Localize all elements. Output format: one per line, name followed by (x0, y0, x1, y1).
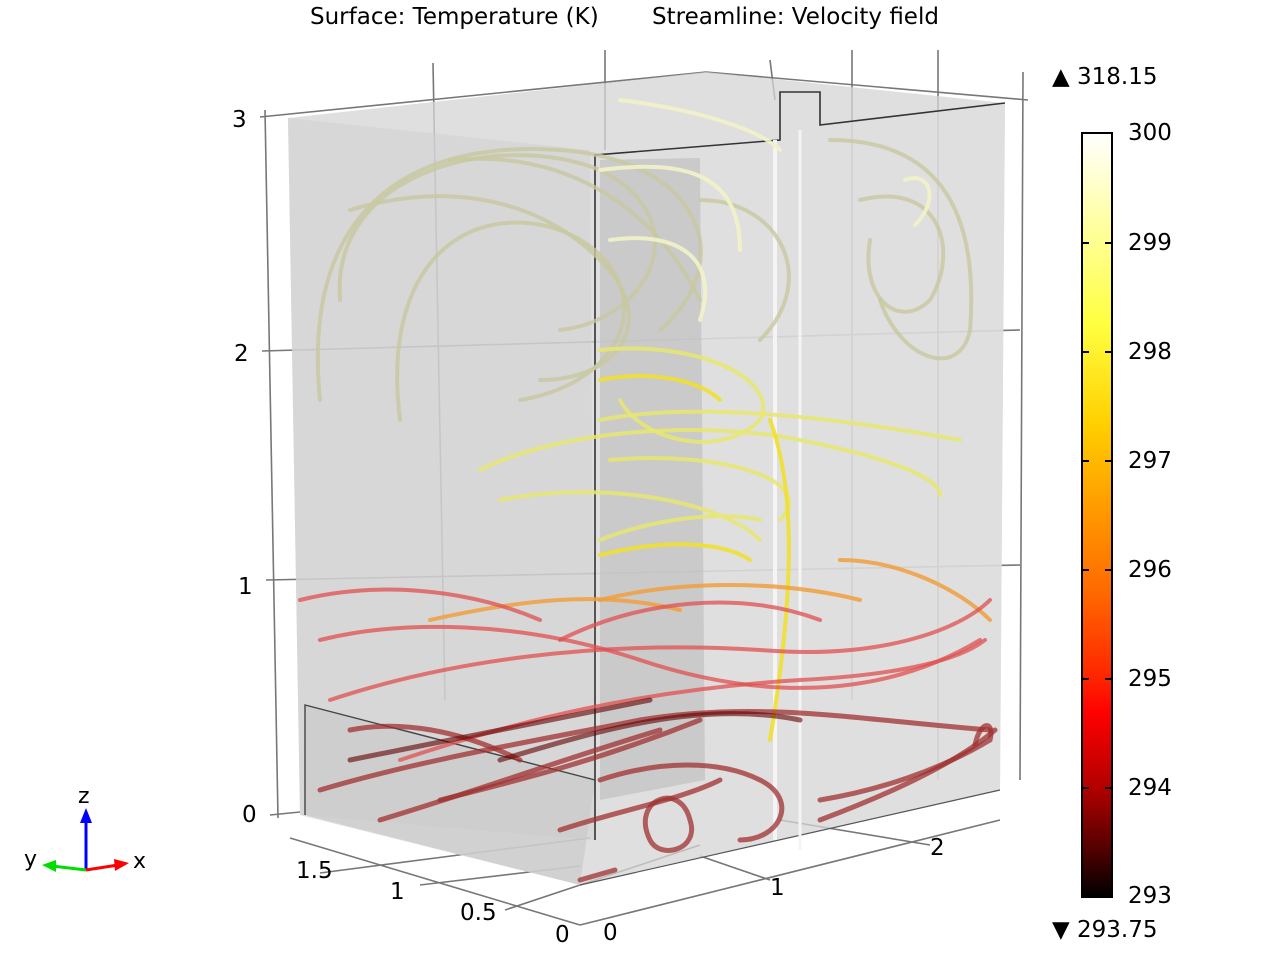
colorbar-tick: 297 (1128, 448, 1172, 474)
y-label: y (24, 847, 37, 872)
svg-text:3: 3 (232, 107, 247, 133)
x-label: x (133, 849, 146, 874)
svg-text:0: 0 (242, 802, 257, 828)
svg-text:2: 2 (234, 341, 249, 367)
colorbar-max-label: ▲ 318.15 (1052, 64, 1158, 90)
coordinate-triad: z y x (24, 784, 146, 874)
svg-text:0: 0 (603, 920, 618, 946)
colorbar-tick: 294 (1128, 775, 1172, 801)
room-geometry (288, 72, 1006, 886)
z-axis-ticks: 3 2 1 0 (232, 107, 257, 828)
svg-text:2: 2 (930, 835, 945, 861)
y-axis-arrow (51, 864, 87, 872)
colorbar (1081, 132, 1113, 898)
z-label: z (78, 784, 90, 809)
svg-text:0.5: 0.5 (460, 900, 497, 926)
svg-text:0: 0 (555, 922, 570, 948)
x-axis-ticks: 0 1 2 (603, 835, 945, 946)
streamline-title: Streamline: Velocity field (652, 4, 939, 30)
colorbar-tick: 300 (1128, 120, 1172, 146)
colorbar-tick: 295 (1128, 666, 1172, 692)
colorbar-tick: 299 (1128, 230, 1172, 256)
colorbar-tick: 298 (1128, 339, 1172, 365)
streamlines (298, 98, 998, 883)
svg-text:1: 1 (770, 875, 785, 901)
svg-text:1.5: 1.5 (296, 858, 333, 884)
colorbar-tick: 293 (1128, 883, 1172, 909)
svg-text:1: 1 (390, 879, 405, 905)
colorbar-min-label: ▼ 293.75 (1052, 917, 1158, 943)
x-axis-arrow (85, 863, 119, 872)
surface-title: Surface: Temperature (K) (310, 4, 599, 30)
colorbar-tick: 296 (1128, 557, 1172, 583)
y-axis-ticks: 1.5 1 0.5 0 (296, 858, 570, 948)
svg-text:1: 1 (238, 574, 253, 600)
